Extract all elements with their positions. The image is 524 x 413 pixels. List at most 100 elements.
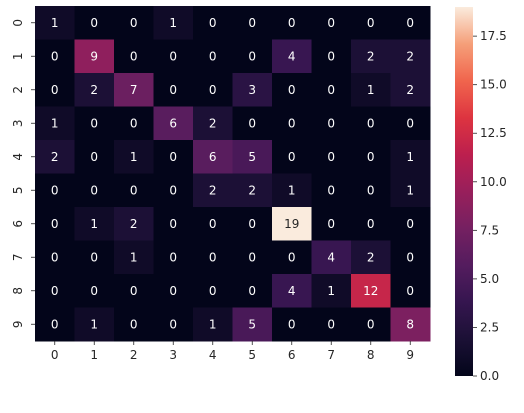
heatmap-cell <box>193 173 233 208</box>
cell-value-label: 12 <box>363 284 378 298</box>
heatmap-cell <box>35 140 75 174</box>
cell-value-label: 0 <box>327 317 335 331</box>
cell-value-label: 0 <box>367 317 375 331</box>
cell-value-label: 4 <box>327 250 335 264</box>
heatmap-cell <box>35 6 75 40</box>
cell-value-label: 0 <box>130 116 138 130</box>
cell-value-label: 1 <box>130 250 138 264</box>
cell-value-label: 0 <box>367 150 375 164</box>
y-tick-label: 6 <box>11 220 25 228</box>
heatmap-cell <box>390 140 431 174</box>
colorbar-tick-label: 2.5 <box>480 320 499 334</box>
cell-value-label: 2 <box>367 49 375 63</box>
heatmap-cell <box>153 240 194 275</box>
heatmap-cell <box>232 207 273 241</box>
cell-value-label: 1 <box>90 317 98 331</box>
cell-value-label: 0 <box>51 49 59 63</box>
cell-value-label: 0 <box>209 16 217 30</box>
x-tick-label: 5 <box>248 348 256 362</box>
cell-value-label: 0 <box>327 183 335 197</box>
heatmap-cell <box>272 39 312 74</box>
heatmap-cell <box>311 274 352 308</box>
heatmap-cell <box>272 307 312 342</box>
x-axis: 0 1 2 3 4 5 6 7 8 9 <box>51 341 414 362</box>
cell-value-label: 0 <box>90 150 98 164</box>
heatmap-cell <box>153 73 194 107</box>
cell-value-label: 0 <box>51 217 59 231</box>
colorbar-tick-label: 12.5 <box>480 126 507 140</box>
heatmap-cell <box>74 39 115 74</box>
x-tick-label: 1 <box>90 348 98 362</box>
cell-value-label: 1 <box>51 116 59 130</box>
cell-value-label: 1 <box>288 183 296 197</box>
heatmap-cell <box>272 207 312 241</box>
cell-value-label: 1 <box>406 183 414 197</box>
x-tick-label: 3 <box>169 348 177 362</box>
heatmap-cell <box>114 140 154 174</box>
cell-value-label: 0 <box>169 284 177 298</box>
y-tick-label: 1 <box>11 52 25 60</box>
cell-value-label: 2 <box>51 150 59 164</box>
y-tick-label: 2 <box>11 86 25 94</box>
cell-value-label: 0 <box>90 16 98 30</box>
cell-value-label: 0 <box>367 116 375 130</box>
cell-value-label: 0 <box>130 317 138 331</box>
cell-value-label: 0 <box>248 116 256 130</box>
cell-value-label: 0 <box>169 250 177 264</box>
cell-value-label: 0 <box>248 217 256 231</box>
heatmap-cell <box>74 207 115 241</box>
colorbar-tick-label: 15.0 <box>480 78 507 92</box>
cell-value-label: 4 <box>288 49 296 63</box>
cell-value-label: 3 <box>248 83 256 97</box>
heatmap-cell <box>232 6 273 40</box>
heatmap-cell <box>311 240 352 275</box>
heatmap-cell <box>74 173 115 208</box>
cell-value-label: 0 <box>288 83 296 97</box>
heatmap-cell <box>351 173 391 208</box>
cell-value-label: 0 <box>248 284 256 298</box>
cell-value-label: 0 <box>327 150 335 164</box>
heatmap-cell <box>232 307 273 342</box>
heatmap-cell <box>311 6 352 40</box>
heatmap-cell <box>232 39 273 74</box>
heatmap-cell <box>114 39 154 74</box>
heatmap-cell <box>35 274 75 308</box>
cell-value-label: 0 <box>51 284 59 298</box>
cell-value-label: 0 <box>406 284 414 298</box>
heatmap-cell <box>351 6 391 40</box>
cell-value-label: 0 <box>130 16 138 30</box>
heatmap-cell <box>272 6 312 40</box>
heatmap-cell <box>74 73 115 107</box>
cell-value-label: 0 <box>130 284 138 298</box>
cell-value-label: 0 <box>51 317 59 331</box>
y-tick-label: 9 <box>11 320 25 328</box>
cell-value-label: 0 <box>51 83 59 97</box>
heatmap-cell <box>153 173 194 208</box>
x-tick-label: 0 <box>51 348 59 362</box>
heatmap-cell <box>351 140 391 174</box>
cell-value-label: 0 <box>209 49 217 63</box>
heatmap-cell <box>390 39 431 74</box>
x-tick-label: 9 <box>406 348 414 362</box>
heatmap-cell <box>153 140 194 174</box>
cell-value-label: 2 <box>209 116 217 130</box>
heatmap-cell <box>114 106 154 141</box>
heatmap-cell <box>153 307 194 342</box>
cell-value-label: 0 <box>367 16 375 30</box>
heatmap-cell <box>390 106 431 141</box>
heatmap-cell <box>351 274 391 308</box>
heatmap-cell <box>153 274 194 308</box>
heatmap-cell <box>74 106 115 141</box>
heatmap-cell <box>311 106 352 141</box>
cell-value-label: 0 <box>130 49 138 63</box>
colorbar-tick-label: 17.5 <box>480 29 507 43</box>
heatmap-cell <box>311 39 352 74</box>
cell-value-label: 0 <box>169 183 177 197</box>
heatmap-cell <box>193 73 233 107</box>
colorbar-tick-label: 5.0 <box>480 272 499 286</box>
x-tick-label: 2 <box>130 348 138 362</box>
heatmap-cell <box>390 240 431 275</box>
heatmap-cell <box>351 73 391 107</box>
cell-value-label: 0 <box>51 250 59 264</box>
cell-value-label: 0 <box>327 49 335 63</box>
